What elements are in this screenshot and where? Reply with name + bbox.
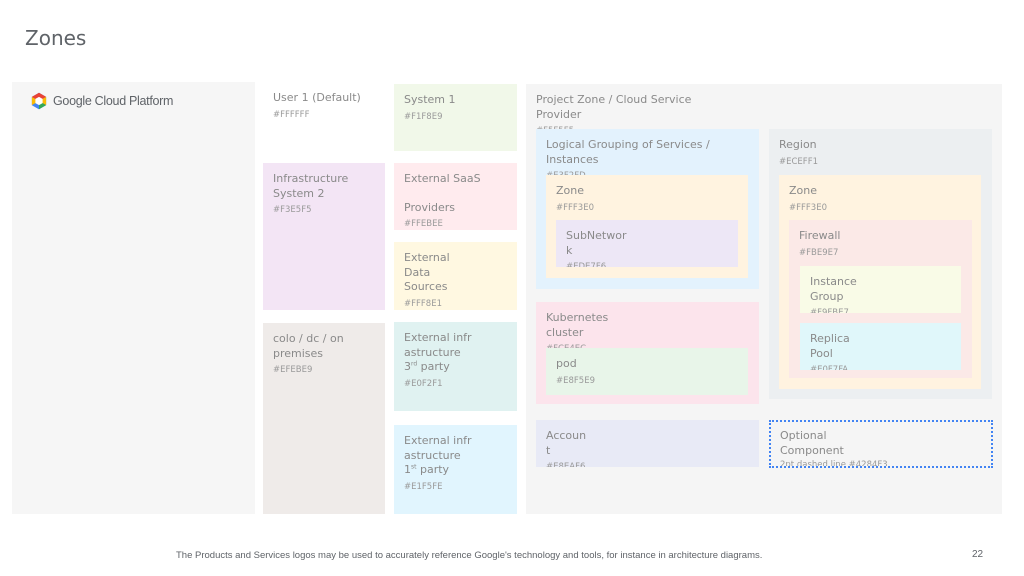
zone-subnetwork: SubNetwork #EDE7F6 [556,220,738,267]
zone-color-code: #F1F8E9 [404,111,443,122]
page-title: Zones [25,26,87,50]
zone-label: External infrastructure [404,434,472,462]
zone-label: External infrastructure [404,331,472,359]
zone-color-code: #E0F2F1 [404,378,443,389]
zone-label: System 1 [404,93,456,106]
gcp-logo: Google Cloud Platform [30,92,173,110]
zone-color-code: #FFFFFF [273,109,310,120]
zone-replica-pool: Replica Pool #E0F7FA [800,323,961,370]
party-word: party [419,463,450,476]
party-number: 1 [404,463,411,476]
zone-system1: System 1 #F1F8E9 [394,84,517,151]
zone-label: Kubernetes cluster [546,311,609,339]
zone-color-code: #E8EAF6 [546,462,586,467]
zone-account: Account #E8EAF6 [536,420,759,467]
party-number: 3 [404,360,411,373]
zone-color-code: #F3E5F5 [273,205,312,215]
zone-party-label: 3rd party [404,360,507,375]
zone-color-code: #FFF8E1 [404,298,442,309]
zone-label: Region [779,138,817,151]
zone-label: Account [546,429,587,457]
zone-note: 2pt dashed line #4284F3 [780,460,888,468]
zone-external-infra-1st: External infrastructure 1st party #E1F5F… [394,425,517,514]
zone-color-code: #E0F7FA [810,365,849,370]
zone-external-saas: External SaaS Providers #FFEBEE [394,163,517,230]
zone-label: External Data Sources [404,251,450,293]
zone-label: pod [556,357,577,370]
zone-color-code: #F9FBE7 [810,308,849,313]
zone-color-code: #EDE7F6 [566,262,607,267]
zone-infra-system2: Infrastructure System 2 #F3E5F5 [263,163,385,310]
zone-label: Project Zone / Cloud Service Provider [536,93,692,121]
zone-color-code: #FFF3E0 [556,202,594,213]
zone-color-code: #ECEFF1 [779,156,818,167]
zone-label: Optional Component [780,429,844,457]
gcp-logo-text: Google Cloud Platform [53,94,174,108]
zone-label: Firewall [799,229,841,242]
zone-colo: colo / dc / on premises #EFEBE9 [263,323,385,514]
party-word: party [420,360,450,373]
zone-label-line2: Providers [404,200,456,214]
zone-party-label: 1st party [404,463,507,478]
zone-external-data-sources: External Data Sources #FFF8E1 [394,242,517,310]
footer-disclaimer: The Products and Services logos may be u… [176,550,763,561]
gcp-zone [12,82,255,514]
zone-optional-component: Optional Component 2pt dashed line #4284… [769,420,993,468]
zone-label: User 1 (Default) [273,91,361,104]
page-number: 22 [972,549,984,560]
zone-user1: User 1 (Default) #FFFFFF [263,82,385,156]
zone-label: Zone [556,184,585,197]
zone-color-code: #EFEBE9 [273,365,313,375]
zone-label: Logical Grouping of Services / Instances [546,138,710,166]
zone-label: Instance Group [810,275,857,303]
zone-pod: pod #E8F5E9 [546,348,748,395]
zone-color-code: #E8F5E9 [556,375,595,386]
zone-label: Zone [789,184,818,197]
zone-label-line1: External SaaS [404,172,481,185]
zone-label: colo / dc / on premises [273,332,344,360]
zone-color-code: #FBE9E7 [799,247,839,258]
google-cloud-hexagon-icon [31,92,47,110]
zone-color-code: #FFEBEE [404,219,443,229]
zone-label: Replica Pool [810,332,850,360]
zone-external-infra-3rd: External infrastructure 3rd party #E0F2F… [394,322,517,411]
zone-color-code: #E1F5FE [404,481,443,492]
zone-color-code: #FFF3E0 [789,202,827,213]
zone-instance-group: Instance Group #F9FBE7 [800,266,961,313]
zone-label: Infrastructure System 2 [273,172,349,200]
party-ordinal: st [411,463,417,471]
zone-label: SubNetwork [566,229,627,257]
party-ordinal: rd [411,360,418,368]
